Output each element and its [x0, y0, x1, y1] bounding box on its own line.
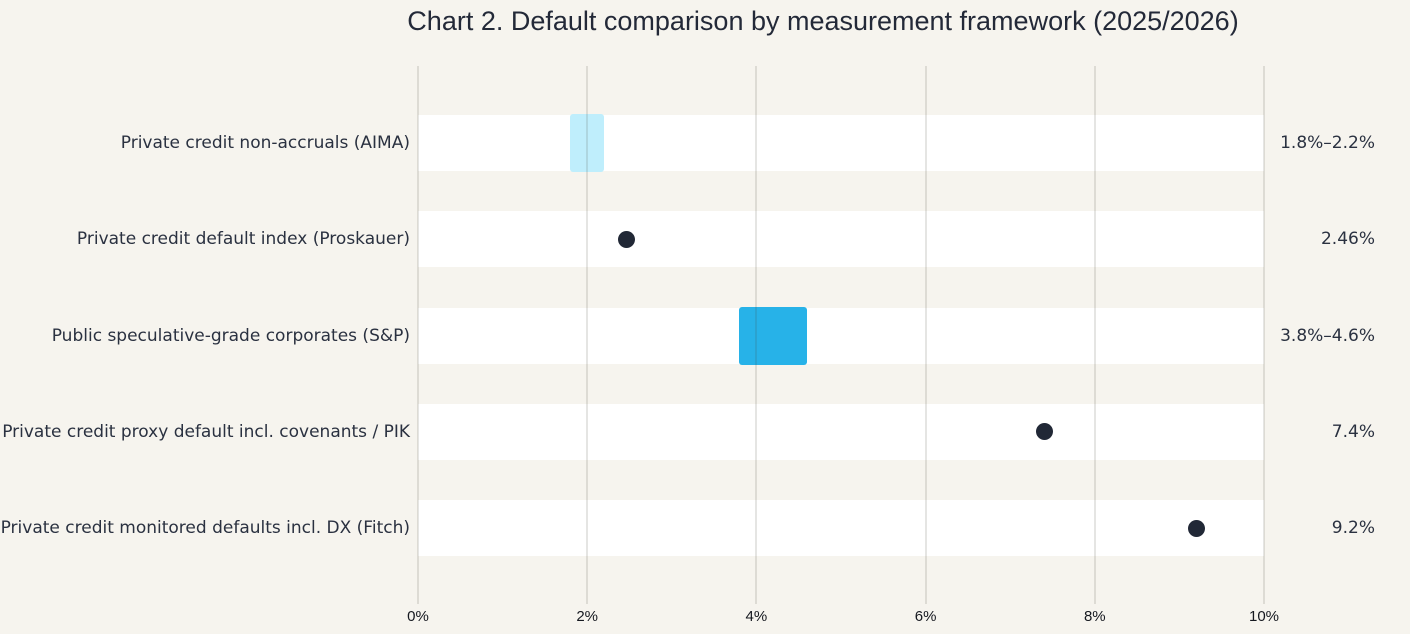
- category-label: Private credit non-accruals (AIMA): [120, 133, 410, 153]
- x-tick-label: 6%: [914, 608, 937, 625]
- row-band: [418, 211, 1264, 268]
- gridline: [586, 66, 589, 604]
- x-tick-label: 0%: [407, 608, 429, 625]
- category-label: Private credit default index (Proskauer): [76, 229, 410, 250]
- value-label: 7.4%: [1331, 421, 1375, 442]
- gridline: [1093, 66, 1096, 604]
- category-label: Public speculative-grade corporates (S&P…: [51, 325, 410, 346]
- point-marker: [1035, 423, 1053, 441]
- gridline: [1263, 66, 1265, 604]
- row-band: [418, 403, 1264, 460]
- row-band: [418, 115, 1264, 171]
- row-band: [418, 500, 1264, 556]
- x-tick-label: 4%: [745, 608, 768, 625]
- gridline: [924, 66, 927, 604]
- row-band: [418, 307, 1264, 364]
- category-label: Private credit monitored defaults incl. …: [0, 518, 410, 538]
- value-label: 3.8%–4.6%: [1280, 325, 1375, 346]
- x-tick-label: 2%: [576, 608, 599, 625]
- range-bar: [739, 306, 808, 365]
- x-tick-label: 10%: [1248, 608, 1280, 625]
- range-bar: [570, 114, 605, 172]
- value-label: 9.2%: [1331, 518, 1375, 538]
- category-label: Private credit proxy default incl. coven…: [2, 421, 410, 442]
- point-marker: [617, 230, 635, 248]
- value-label: 1.8%–2.2%: [1280, 133, 1375, 153]
- gridline: [755, 66, 758, 604]
- point-marker: [1187, 519, 1205, 537]
- chart-title: Chart 2. Default comparison by measureme…: [407, 6, 1239, 36]
- gridline: [417, 66, 419, 604]
- value-label: 2.46%: [1320, 229, 1375, 250]
- plot-area: [417, 66, 1265, 604]
- x-tick-label: 8%: [1083, 608, 1106, 625]
